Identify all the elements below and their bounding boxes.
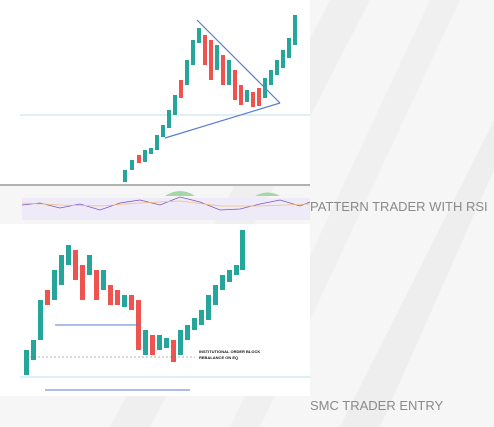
candle <box>245 90 249 102</box>
candle <box>137 155 141 163</box>
candle <box>215 45 219 70</box>
rsi-line <box>21 196 311 211</box>
candle <box>178 330 183 355</box>
candle <box>173 95 177 115</box>
candle <box>293 15 297 45</box>
candle <box>31 340 36 360</box>
trend-line <box>164 102 281 139</box>
candle <box>155 135 159 150</box>
candles <box>123 15 297 182</box>
smc-title: SMC TRADER ENTRY <box>310 398 443 413</box>
candle <box>149 148 153 154</box>
candle <box>143 150 147 162</box>
candle <box>164 338 169 348</box>
candle <box>192 318 197 330</box>
candle <box>221 55 225 85</box>
candle <box>108 285 113 305</box>
candle <box>185 325 190 340</box>
rsi-area <box>165 191 280 196</box>
candle <box>227 270 232 282</box>
candle <box>287 38 291 58</box>
candle <box>203 35 207 65</box>
candle <box>38 300 43 340</box>
candle <box>115 290 120 305</box>
candle <box>251 92 255 107</box>
candle <box>239 85 243 105</box>
candle <box>281 50 285 68</box>
candle <box>179 80 183 98</box>
candle <box>220 275 225 290</box>
candle <box>167 110 171 128</box>
annotation: REBALANCE ON EQ <box>199 355 238 360</box>
candle <box>129 295 134 310</box>
candle <box>199 310 204 325</box>
candle <box>197 28 201 43</box>
chart-panel <box>0 224 310 396</box>
candle <box>94 270 99 300</box>
candle <box>213 285 218 305</box>
candle <box>171 340 176 362</box>
candle <box>234 265 239 275</box>
candle <box>59 255 64 285</box>
candle <box>185 60 189 85</box>
candle <box>191 40 195 65</box>
candle <box>143 330 148 355</box>
rsi-band <box>22 198 310 220</box>
candle <box>269 70 273 85</box>
candle <box>122 295 127 307</box>
candle <box>45 290 50 305</box>
candle <box>161 125 165 137</box>
candle <box>66 245 71 265</box>
candle <box>227 60 231 85</box>
candle <box>24 350 29 375</box>
candle <box>233 70 237 100</box>
candle <box>206 295 211 320</box>
candle <box>157 335 162 350</box>
candle <box>52 270 57 300</box>
candle <box>101 270 106 290</box>
candle <box>150 335 155 355</box>
candle <box>257 88 261 106</box>
candle <box>209 40 213 80</box>
candle <box>130 160 134 170</box>
candle <box>240 230 245 270</box>
streak <box>340 120 494 427</box>
rsi-title: PATTERN TRADER WITH RSI <box>310 199 488 214</box>
trend-line <box>196 19 281 104</box>
candle <box>87 255 92 275</box>
annotation: INSTITUTIONAL ORDER BLOCK <box>199 349 260 354</box>
candle <box>275 60 279 75</box>
candle <box>73 250 78 280</box>
candle <box>123 170 127 182</box>
candle <box>80 265 85 300</box>
rsi-average <box>21 200 311 207</box>
